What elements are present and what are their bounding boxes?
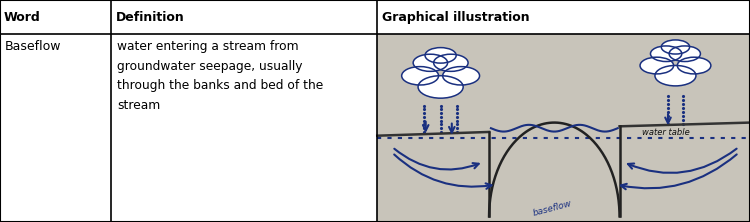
Text: Word: Word: [4, 11, 40, 24]
Ellipse shape: [413, 54, 448, 71]
Ellipse shape: [418, 76, 464, 98]
Bar: [377, 34, 750, 222]
Ellipse shape: [425, 48, 456, 63]
Text: water table: water table: [642, 128, 690, 137]
Text: Baseflow: Baseflow: [5, 40, 62, 54]
Ellipse shape: [662, 40, 689, 54]
Ellipse shape: [442, 67, 479, 85]
Text: Definition: Definition: [116, 11, 184, 24]
Text: Graphical illustration: Graphical illustration: [382, 11, 530, 24]
Ellipse shape: [402, 67, 439, 85]
Ellipse shape: [655, 65, 696, 86]
Ellipse shape: [669, 46, 700, 61]
Text: baseflow: baseflow: [532, 199, 573, 218]
Ellipse shape: [640, 57, 674, 74]
Text: water entering a stream from
groundwater seepage, usually
through the banks and : water entering a stream from groundwater…: [117, 40, 323, 112]
Ellipse shape: [433, 54, 468, 71]
Ellipse shape: [650, 46, 682, 61]
Ellipse shape: [677, 57, 711, 74]
